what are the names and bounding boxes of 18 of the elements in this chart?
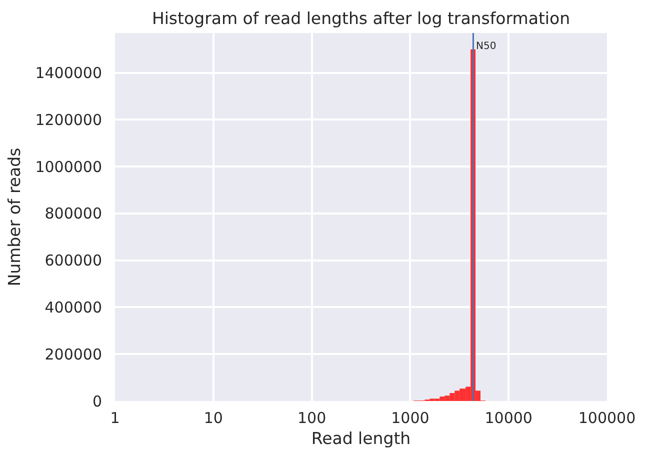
x-tick-label: 1000	[391, 409, 430, 427]
x-tick-label: 10000	[484, 409, 532, 427]
y-tick-label: 400000	[44, 298, 102, 316]
x-tick-label: 100000	[578, 409, 636, 427]
y-tick-label: 1000000	[35, 158, 102, 176]
y-tick-label: 1200000	[35, 110, 102, 129]
x-axis-title: Read length	[311, 429, 411, 448]
x-tick-label: 10	[204, 409, 223, 427]
x-tick-label: 100	[297, 409, 326, 427]
y-tick-label: 600000	[44, 252, 102, 270]
y-tick-label: 1400000	[35, 64, 102, 82]
y-axis-title: Number of reads	[4, 148, 24, 286]
x-tick-label: 1	[110, 409, 120, 427]
y-tick-label: 800000	[44, 204, 102, 223]
chart-title: Histogram of read lengths after log transformation	[152, 8, 570, 28]
ref-line-label: N50	[476, 41, 496, 52]
y-tick-label: 200000	[44, 345, 102, 364]
y-tick-label: 0	[92, 392, 102, 410]
